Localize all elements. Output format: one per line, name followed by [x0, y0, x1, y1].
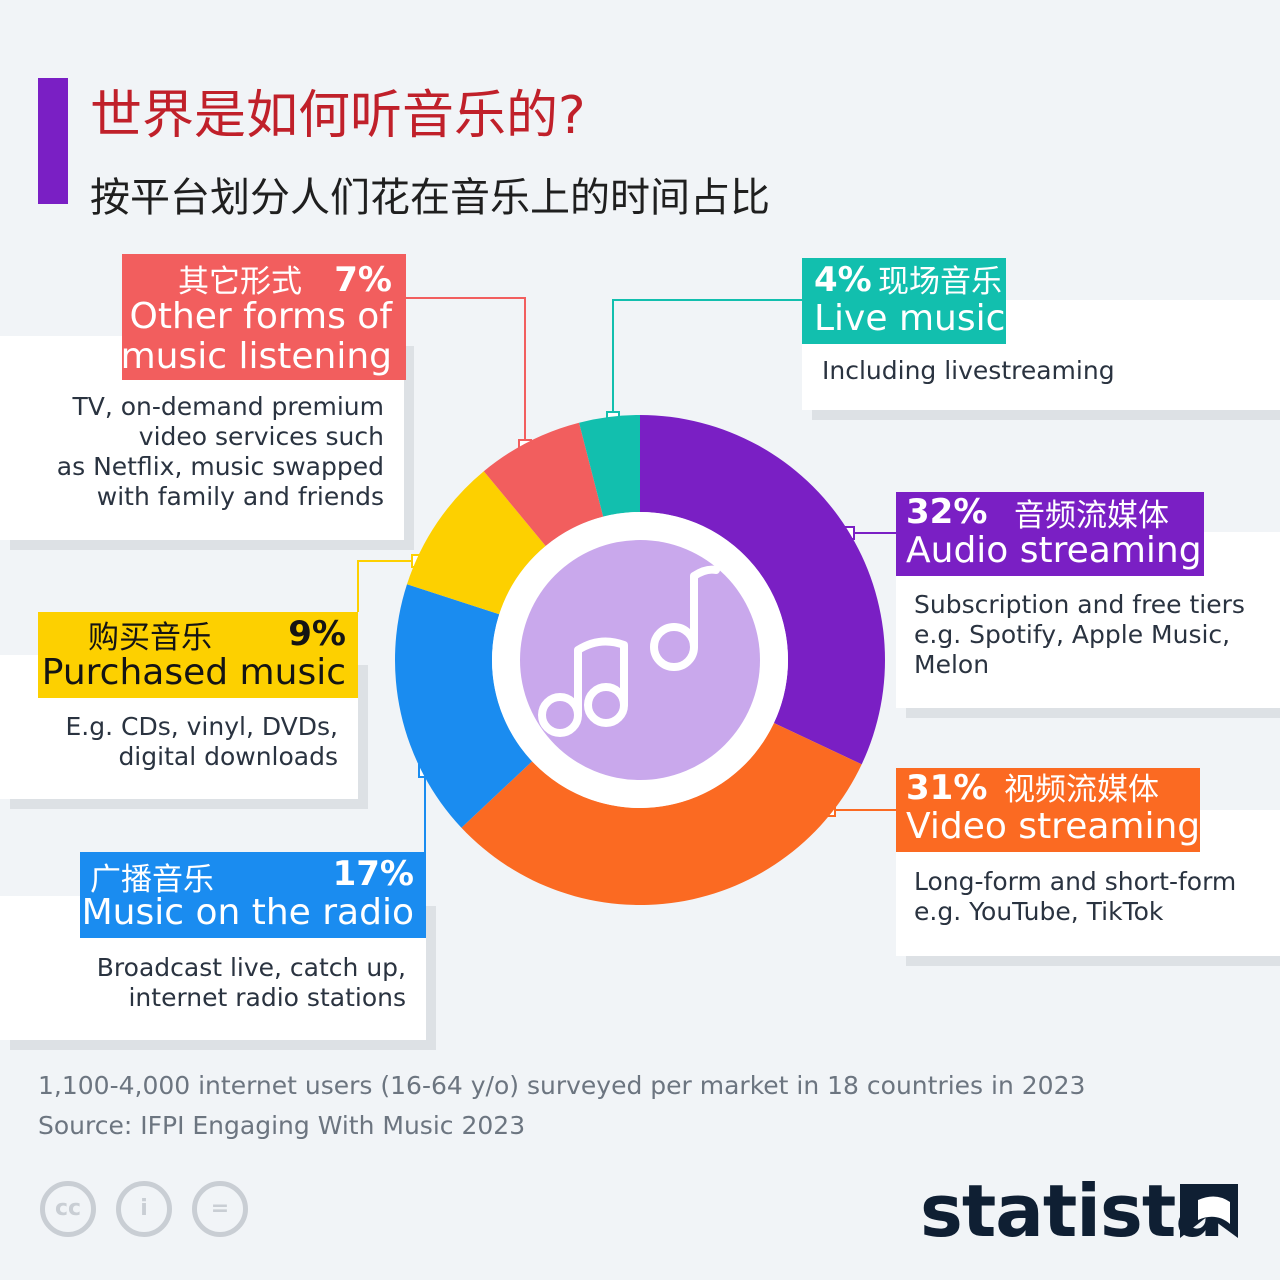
statista-flag-icon: [1180, 1184, 1238, 1238]
no-derivatives-icon: =: [192, 1181, 248, 1237]
cc-icon-text: cc: [54, 1196, 82, 1221]
label-video-cn: 视频流媒体: [1004, 772, 1159, 808]
donut-slice-purchased-music: [406, 471, 546, 615]
cc-icon: cc: [40, 1181, 96, 1237]
label-live-en: Live music: [814, 298, 1006, 339]
label-purchased: 购买音乐 9% Purchased music: [38, 612, 358, 698]
desc-video: Long-form and short-form e.g. YouTube, T…: [914, 867, 1237, 926]
label-audio-en: Audio streaming: [906, 530, 1202, 571]
label-live-pct: 4%: [814, 260, 872, 300]
page-title: 世界是如何听音乐的?: [90, 86, 586, 146]
desc-other: TV, on-demand premium video services suc…: [56, 392, 384, 511]
label-radio-en: Music on the radio: [81, 892, 414, 933]
label-other-cn: 其它形式: [178, 264, 302, 300]
leader-line-purchased: [357, 560, 418, 612]
leader-line-live: [612, 299, 802, 418]
label-purchased-pct: 9%: [288, 614, 346, 654]
label-video-pct: 31%: [906, 768, 988, 808]
label-live: 4% 现场音乐 Live music: [802, 258, 1006, 344]
label-radio-pct: 17%: [332, 854, 414, 894]
label-purchased-en: Purchased music: [41, 652, 346, 693]
donut-slice-live-music: [579, 415, 640, 517]
desc-radio: Broadcast live, catch up, internet radio…: [96, 953, 406, 1012]
brand-logo: statista: [920, 1169, 1224, 1253]
desc-purchased: E.g. CDs, vinyl, DVDs, digital downloads: [65, 712, 339, 771]
page-subtitle: 按平台划分人们花在音乐上的时间占比: [90, 175, 770, 221]
source-note: Source: IFPI Engaging With Music 2023: [38, 1111, 526, 1140]
label-audio-pct: 32%: [906, 492, 988, 532]
no-derivatives-icon-text: =: [210, 1196, 230, 1221]
leader-line-other: [406, 297, 526, 446]
footnote: 1,100-4,000 internet users (16-64 y/o) s…: [38, 1071, 1086, 1100]
label-audio-cn: 音频流媒体: [1014, 498, 1169, 534]
donut-slice-music-on-the-radio: [394, 584, 533, 828]
label-purchased-cn: 购买音乐: [88, 620, 212, 656]
label-radio-cn: 广播音乐: [90, 862, 214, 898]
label-video: 31% 视频流媒体 Video streaming: [896, 768, 1200, 852]
label-audio: 32% 音频流媒体 Audio streaming: [896, 492, 1204, 576]
donut-slice-video-streaming: [461, 723, 862, 905]
label-other-pct: 7%: [334, 260, 392, 300]
music-notes-icon: [538, 565, 720, 737]
donut-slice-other-forms-of-music-listening: [483, 422, 604, 546]
label-video-en: Video streaming: [906, 806, 1200, 847]
donut-slice-audio-streaming: [640, 415, 885, 765]
attribution-icon-text: i: [140, 1196, 148, 1221]
label-other-en-line2: music listening: [122, 336, 392, 377]
attribution-icon: i: [116, 1181, 172, 1237]
title-accent-bar: [38, 78, 68, 204]
label-radio: 广播音乐 17% Music on the radio: [80, 852, 426, 938]
desc-live: Including livestreaming: [822, 356, 1115, 385]
donut-slices: [394, 415, 885, 905]
center-disc: [520, 540, 760, 780]
label-other-en-line1: Other forms of: [129, 296, 393, 337]
label-other: 其它形式 7% Other forms of music listening: [122, 254, 406, 380]
label-live-cn: 现场音乐: [878, 264, 1002, 300]
desc-audio: Subscription and free tiers e.g. Spotify…: [914, 590, 1245, 679]
